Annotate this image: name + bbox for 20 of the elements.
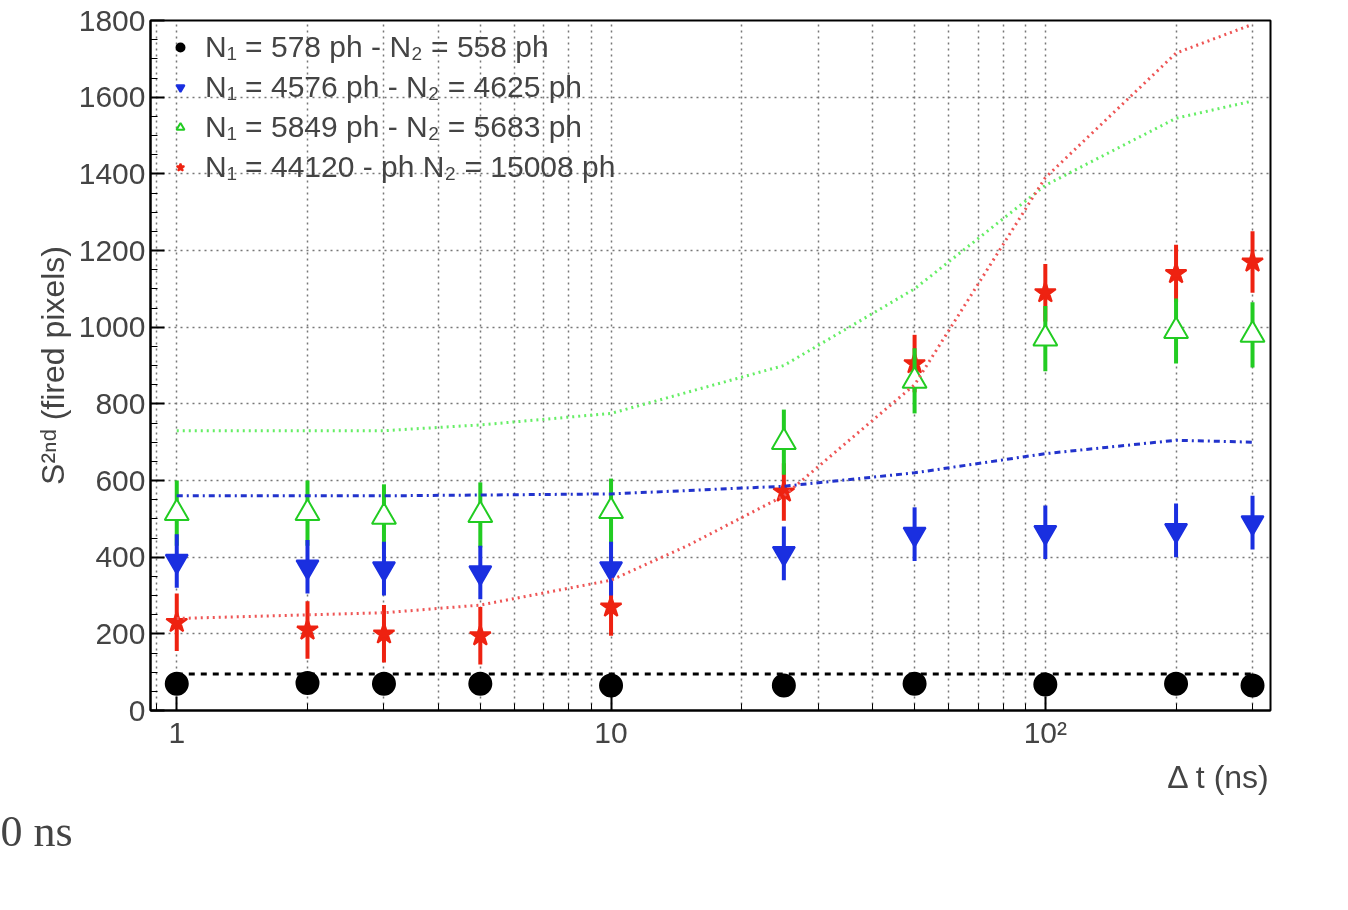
legend-label: N₁ = 44120 - ph N₂ = 15008 ph bbox=[205, 150, 616, 184]
y-tick-label: 1400 bbox=[78, 156, 146, 190]
x-tick-label: 1 bbox=[168, 715, 186, 749]
y-tick-label: 600 bbox=[95, 463, 146, 497]
y-tick-label: 400 bbox=[95, 540, 146, 574]
x-axis-title: Δ t (ns) bbox=[1167, 758, 1269, 795]
y-tick-label: 200 bbox=[95, 616, 146, 650]
legend-label: N₁ = 578 ph - N₂ = 558 ph bbox=[205, 30, 549, 64]
y-tick-label: 800 bbox=[95, 386, 146, 420]
x-tick-label: 10² bbox=[1023, 715, 1068, 749]
y-tick-label: 0 bbox=[128, 693, 146, 727]
y-tick-label: 1600 bbox=[78, 80, 146, 114]
x-tick-label: 10 bbox=[594, 715, 628, 749]
legend-label: N₁ = 5849 ph - N₂ = 5683 ph bbox=[205, 110, 583, 144]
y-tick-label: 1000 bbox=[78, 310, 146, 344]
text: 0 ns bbox=[0, 806, 73, 856]
y-tick-label: 1800 bbox=[78, 3, 146, 37]
y-axis-title: S²ⁿᵈ (fired pixels) bbox=[34, 246, 71, 485]
y-tick-label: 1200 bbox=[78, 233, 146, 267]
legend-label: N₁ = 4576 ph - N₂ = 4625 ph bbox=[205, 70, 583, 104]
